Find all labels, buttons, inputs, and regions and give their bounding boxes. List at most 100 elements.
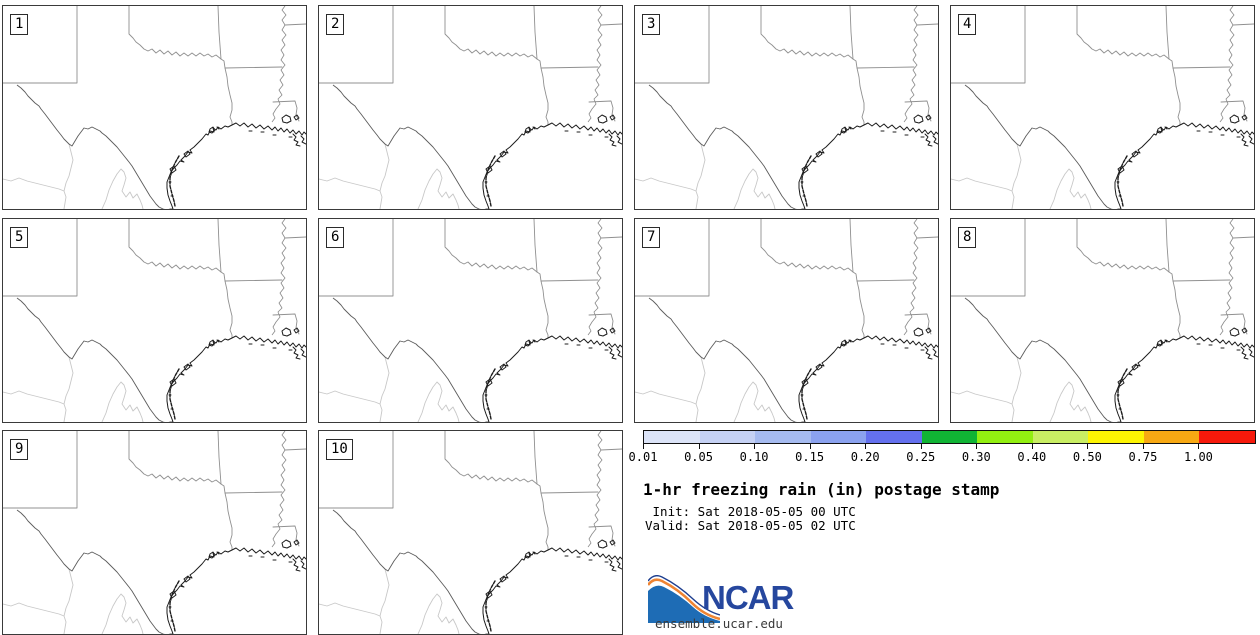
colorbar-tick-label: 0.05 (684, 450, 713, 464)
colorbar-tick (976, 444, 978, 449)
rio-grande-border (648, 297, 805, 422)
gulf-coastline (1114, 327, 1254, 422)
mississippi-river (1219, 6, 1235, 123)
colorbar-tick-label: 0.10 (739, 450, 769, 464)
state-borders (319, 6, 622, 126)
colorbar-segment-7 (1032, 431, 1089, 443)
colorbar-legend: 0.01 0.05 0.10 0.15 0.20 0.25 0.30 0.40 0.50 0.75… (629, 430, 1256, 475)
colorbar-segment-0 (644, 431, 700, 443)
colorbar-tick (754, 444, 756, 449)
colorbar (643, 430, 1256, 444)
colorbar-segment-6 (977, 431, 1033, 443)
colorbar-tick (643, 444, 644, 449)
colorbar-tick (920, 444, 922, 449)
mississippi-river (587, 219, 603, 336)
texas-region-map (951, 6, 1254, 209)
map-panel-3: 3 (634, 5, 939, 210)
state-borders (951, 219, 1254, 339)
mexico-state-borders (319, 356, 460, 422)
mississippi-river (271, 431, 287, 548)
state-borders (951, 6, 1254, 126)
ncar-wordmark: NCAR (702, 579, 794, 616)
texas-region-map (635, 6, 938, 209)
mexico-state-borders (3, 568, 144, 634)
panel-number: 6 (326, 227, 345, 248)
texas-region-map (635, 219, 938, 422)
texas-region-map (3, 431, 306, 634)
rio-grande-border (648, 84, 805, 209)
panel-number: 5 (10, 227, 29, 248)
colorbar-segment-1 (699, 431, 756, 443)
state-borders (635, 6, 938, 126)
time-info: Init: Sat 2018-05-05 00 UTC Valid: Sat 2… (645, 505, 856, 533)
state-borders (3, 431, 306, 551)
gulf-coastline (798, 114, 938, 209)
state-borders (319, 431, 622, 551)
colorbar-tick (698, 444, 700, 449)
state-borders (3, 6, 306, 126)
map-panel-2: 2 (318, 5, 623, 210)
map-panel-4: 4 (950, 5, 1255, 210)
texas-region-map (319, 219, 622, 422)
colorbar-segment-2 (755, 431, 811, 443)
ncar-logo: NCAR (648, 575, 798, 623)
mississippi-river (587, 6, 603, 123)
mexico-state-borders (319, 568, 460, 634)
colorbar-segment-8 (1088, 431, 1144, 443)
gulf-coastline (166, 539, 306, 634)
rio-grande-border (332, 509, 489, 634)
init-time: Init: Sat 2018-05-05 00 UTC (645, 504, 856, 519)
texas-region-map (3, 219, 306, 422)
colorbar-tick-label: 0.50 (1072, 450, 1102, 464)
colorbar-segment-4 (866, 431, 922, 443)
panel-number: 4 (958, 14, 977, 35)
texas-region-map (319, 431, 622, 634)
gulf-coastline (166, 327, 306, 422)
colorbar-tick (1031, 444, 1033, 449)
panel-number: 8 (958, 227, 977, 248)
map-panel-7: 7 (634, 218, 939, 423)
colorbar-tick-label: 0.40 (1017, 450, 1047, 464)
panel-number: 3 (642, 14, 661, 35)
colorbar-segment-5 (921, 431, 978, 443)
rio-grande-border (964, 84, 1121, 209)
colorbar-segment-10 (1199, 431, 1256, 443)
state-borders (319, 219, 622, 339)
state-borders (3, 219, 306, 339)
colorbar-tick (1087, 444, 1089, 449)
site-url: ensemble.ucar.edu (655, 616, 783, 631)
panel-number: 9 (10, 439, 29, 460)
ncar-swoosh-icon (648, 575, 720, 623)
colorbar-segment-9 (1143, 431, 1200, 443)
gulf-coastline (798, 327, 938, 422)
colorbar-segment-3 (810, 431, 867, 443)
mississippi-river (587, 431, 603, 548)
gulf-coastline (166, 114, 306, 209)
mexico-state-borders (635, 356, 776, 422)
rio-grande-border (16, 509, 173, 634)
mexico-state-borders (951, 356, 1092, 422)
panel-number: 10 (326, 439, 353, 460)
panel-number: 2 (326, 14, 345, 35)
colorbar-tick-label: 0.20 (850, 450, 880, 464)
map-panel-1: 1 (2, 5, 307, 210)
map-panel-9: 9 (2, 430, 307, 635)
colorbar-tick-label: 0.25 (906, 450, 936, 464)
map-panel-5: 5 (2, 218, 307, 423)
gulf-coastline (482, 114, 622, 209)
rio-grande-border (16, 84, 173, 209)
valid-time: Valid: Sat 2018-05-05 02 UTC (645, 518, 856, 533)
gulf-coastline (482, 327, 622, 422)
mississippi-river (903, 6, 919, 123)
mexico-state-borders (3, 143, 144, 209)
map-panel-10: 10 (318, 430, 623, 635)
figure-title: 1-hr freezing rain (in) postage stamp (643, 480, 1000, 499)
texas-region-map (3, 6, 306, 209)
colorbar-tick (1198, 444, 1200, 449)
texas-region-map (319, 6, 622, 209)
map-panel-6: 6 (318, 218, 623, 423)
colorbar-tick-label: 0.75 (1128, 450, 1158, 464)
panel-number: 1 (10, 14, 29, 35)
colorbar-tick (865, 444, 867, 449)
